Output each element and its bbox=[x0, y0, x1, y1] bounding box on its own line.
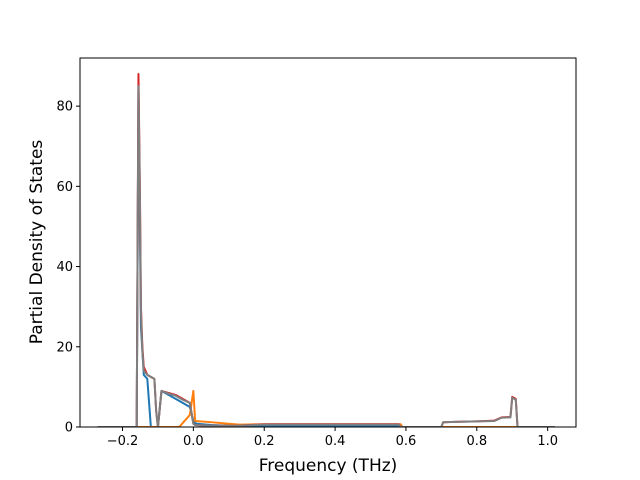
series-3-line bbox=[97, 85, 555, 427]
y-tick-label: 20 bbox=[56, 340, 73, 355]
x-tick-label: 0.0 bbox=[183, 434, 204, 449]
y-tick-label: 0 bbox=[65, 421, 73, 436]
y-tick-label: 80 bbox=[56, 100, 73, 115]
y-axis-label: Partial Density of States bbox=[27, 140, 47, 345]
y-tick-label: 60 bbox=[56, 180, 73, 195]
series-0-line bbox=[97, 85, 555, 427]
x-tick-label: 1.0 bbox=[537, 434, 558, 449]
plot-area bbox=[80, 58, 576, 427]
x-tick-label: 0.2 bbox=[254, 434, 275, 449]
y-tick-label: 40 bbox=[56, 260, 73, 275]
x-axis-label: Frequency (THz) bbox=[259, 456, 398, 476]
x-tick-label: −0.2 bbox=[107, 434, 139, 449]
x-tick-label: 0.6 bbox=[396, 434, 417, 449]
axes-frame bbox=[79, 57, 577, 428]
x-axis-ticks: −0.2 0.0 0.2 0.4 0.6 0.8 1.0 bbox=[107, 427, 558, 449]
x-tick-label: 0.4 bbox=[325, 434, 346, 449]
y-axis-ticks: 0 20 40 60 80 bbox=[56, 100, 80, 436]
x-tick-label: 0.8 bbox=[466, 434, 487, 449]
series-layer bbox=[97, 73, 555, 427]
